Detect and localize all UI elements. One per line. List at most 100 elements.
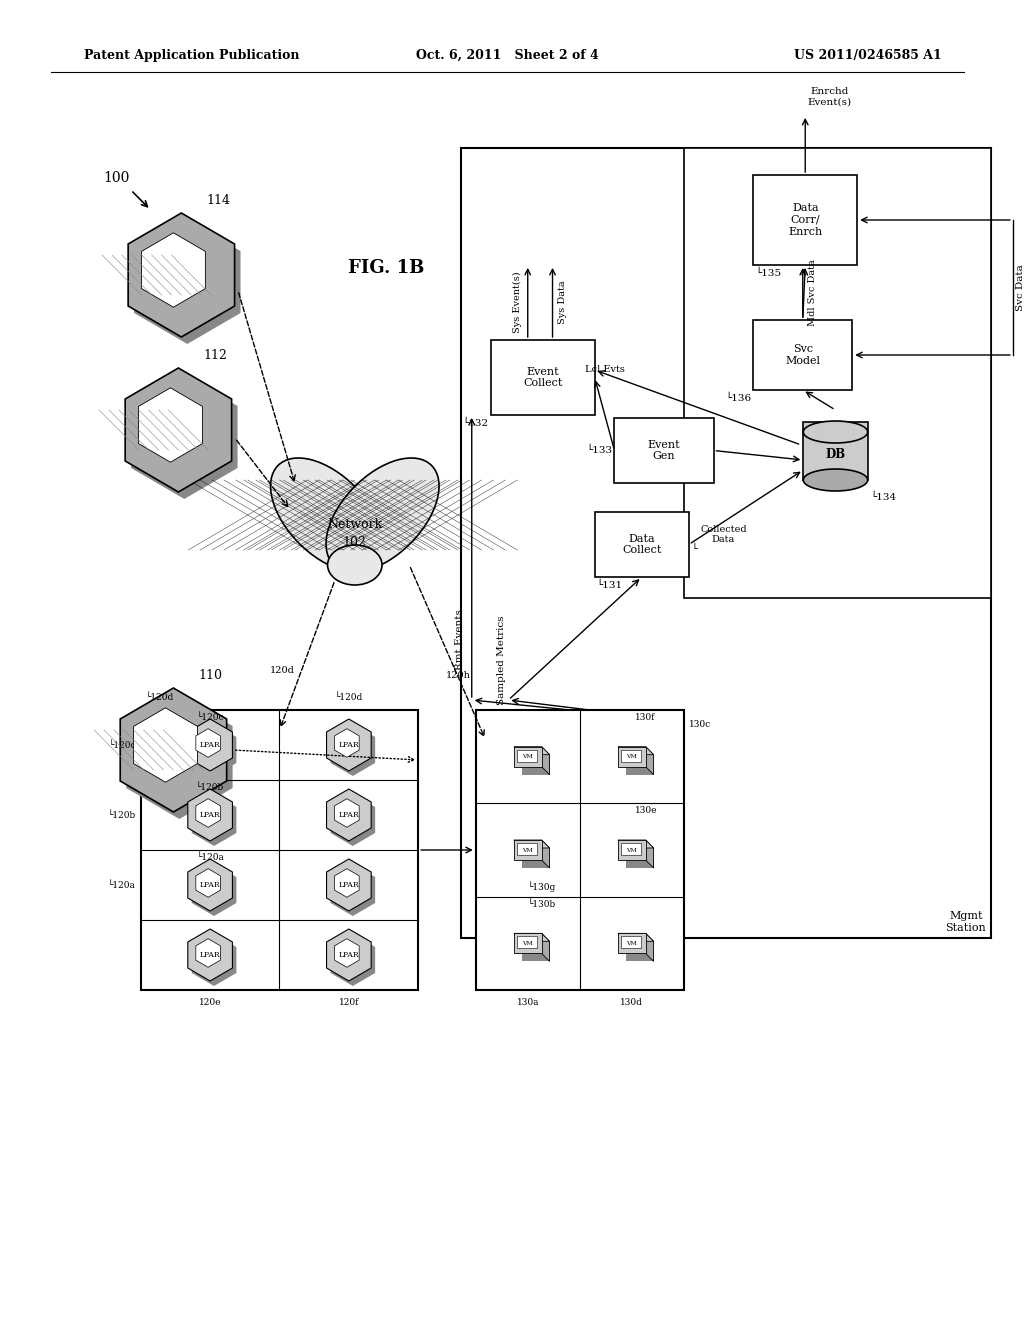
Polygon shape bbox=[626, 847, 653, 869]
Polygon shape bbox=[514, 840, 550, 847]
Text: 102: 102 bbox=[343, 536, 367, 549]
Text: 120d: 120d bbox=[269, 667, 295, 675]
Polygon shape bbox=[617, 840, 653, 847]
Polygon shape bbox=[522, 941, 550, 961]
Polygon shape bbox=[335, 869, 359, 898]
Text: 100: 100 bbox=[103, 172, 130, 185]
FancyBboxPatch shape bbox=[514, 933, 542, 953]
Polygon shape bbox=[196, 869, 220, 898]
FancyBboxPatch shape bbox=[621, 843, 641, 855]
Text: Rmt Events: Rmt Events bbox=[455, 610, 464, 671]
Text: Sampled Metrics: Sampled Metrics bbox=[497, 615, 506, 705]
Text: Svc Data: Svc Data bbox=[1016, 264, 1024, 312]
Polygon shape bbox=[191, 935, 237, 986]
Text: └: └ bbox=[692, 545, 697, 554]
Polygon shape bbox=[542, 840, 550, 869]
Polygon shape bbox=[327, 789, 371, 841]
Text: └135: └135 bbox=[755, 268, 781, 277]
Polygon shape bbox=[138, 388, 203, 462]
Ellipse shape bbox=[326, 458, 439, 572]
Polygon shape bbox=[120, 688, 226, 812]
FancyBboxPatch shape bbox=[490, 341, 595, 414]
Text: Network: Network bbox=[328, 519, 382, 532]
Text: └133: └133 bbox=[587, 446, 612, 455]
Polygon shape bbox=[514, 747, 550, 755]
Text: LPAR: LPAR bbox=[200, 950, 220, 960]
FancyBboxPatch shape bbox=[617, 840, 646, 861]
Polygon shape bbox=[196, 939, 220, 968]
Polygon shape bbox=[646, 933, 653, 961]
FancyBboxPatch shape bbox=[595, 512, 689, 577]
Polygon shape bbox=[331, 723, 375, 776]
Polygon shape bbox=[331, 865, 375, 916]
Text: └132: └132 bbox=[463, 418, 488, 428]
Text: Oct. 6, 2011   Sheet 2 of 4: Oct. 6, 2011 Sheet 2 of 4 bbox=[416, 49, 599, 62]
FancyBboxPatch shape bbox=[517, 843, 537, 855]
Polygon shape bbox=[331, 795, 375, 846]
Text: Mdl Svc Data: Mdl Svc Data bbox=[808, 259, 817, 326]
Polygon shape bbox=[187, 859, 232, 911]
Polygon shape bbox=[542, 747, 550, 775]
Polygon shape bbox=[522, 755, 550, 775]
Polygon shape bbox=[522, 847, 550, 869]
Text: └120c: └120c bbox=[197, 713, 224, 722]
Polygon shape bbox=[191, 723, 237, 776]
Text: Mgmt
Station: Mgmt Station bbox=[945, 911, 986, 933]
Polygon shape bbox=[128, 213, 234, 337]
Polygon shape bbox=[327, 929, 371, 981]
FancyBboxPatch shape bbox=[517, 750, 537, 762]
FancyBboxPatch shape bbox=[461, 148, 991, 939]
Text: └120b: └120b bbox=[108, 810, 136, 820]
Polygon shape bbox=[327, 859, 371, 911]
Polygon shape bbox=[331, 935, 375, 986]
Text: 110: 110 bbox=[199, 669, 222, 682]
Text: FIG. 1B: FIG. 1B bbox=[348, 259, 425, 277]
Polygon shape bbox=[542, 933, 550, 961]
FancyBboxPatch shape bbox=[514, 747, 542, 767]
Text: 120e: 120e bbox=[199, 998, 221, 1007]
Polygon shape bbox=[335, 729, 359, 758]
FancyBboxPatch shape bbox=[621, 936, 641, 948]
Text: Data
Corr/
Enrch: Data Corr/ Enrch bbox=[788, 203, 822, 236]
Polygon shape bbox=[187, 789, 232, 841]
Text: └120b: └120b bbox=[196, 783, 224, 792]
Polygon shape bbox=[617, 747, 653, 755]
Polygon shape bbox=[327, 719, 371, 771]
Polygon shape bbox=[187, 929, 232, 981]
Text: Event
Gen: Event Gen bbox=[648, 440, 680, 461]
Text: └120a: └120a bbox=[197, 853, 224, 862]
Text: 130e: 130e bbox=[635, 807, 657, 816]
Text: Event
Collect: Event Collect bbox=[523, 367, 562, 388]
Polygon shape bbox=[646, 747, 653, 775]
Text: └120d: └120d bbox=[145, 693, 174, 702]
FancyBboxPatch shape bbox=[754, 176, 857, 265]
Text: Lcl Evts: Lcl Evts bbox=[585, 366, 625, 374]
Text: VM: VM bbox=[522, 754, 534, 759]
Text: LPAR: LPAR bbox=[200, 810, 220, 818]
FancyBboxPatch shape bbox=[140, 710, 418, 990]
Polygon shape bbox=[133, 708, 198, 783]
FancyBboxPatch shape bbox=[617, 747, 646, 767]
Text: VM: VM bbox=[522, 941, 534, 946]
Polygon shape bbox=[335, 939, 359, 968]
Text: LPAR: LPAR bbox=[339, 950, 359, 960]
Text: Patent Application Publication: Patent Application Publication bbox=[84, 49, 300, 62]
Text: Enrchd
Event(s): Enrchd Event(s) bbox=[807, 87, 851, 107]
Polygon shape bbox=[125, 368, 231, 492]
Text: VM: VM bbox=[627, 754, 637, 759]
Text: DB: DB bbox=[825, 449, 846, 462]
Polygon shape bbox=[126, 696, 232, 818]
Text: Sys Event(s): Sys Event(s) bbox=[513, 272, 522, 334]
Text: Collected
Data: Collected Data bbox=[700, 525, 746, 544]
Text: └120a: └120a bbox=[108, 880, 136, 890]
Polygon shape bbox=[514, 933, 550, 941]
Text: └134: └134 bbox=[870, 492, 897, 503]
Polygon shape bbox=[134, 220, 241, 345]
Polygon shape bbox=[187, 719, 232, 771]
FancyBboxPatch shape bbox=[754, 319, 852, 389]
Text: Sys Data: Sys Data bbox=[558, 281, 567, 325]
FancyBboxPatch shape bbox=[517, 936, 537, 948]
FancyBboxPatch shape bbox=[514, 840, 542, 861]
Text: └120d: └120d bbox=[335, 693, 362, 702]
Text: └136: └136 bbox=[725, 393, 752, 403]
